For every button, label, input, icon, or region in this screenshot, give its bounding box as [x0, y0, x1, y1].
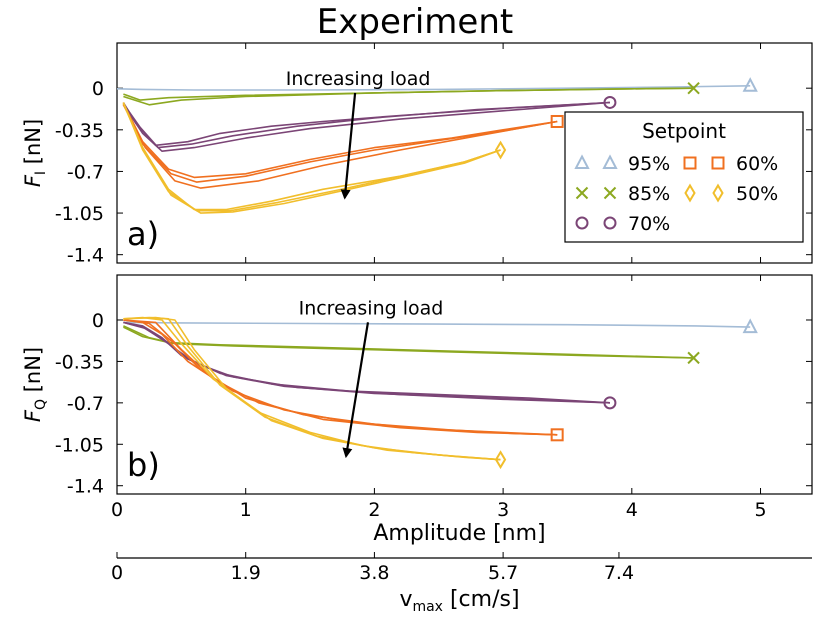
- panel-label: b): [127, 446, 160, 484]
- legend-marker-diamond: [712, 183, 724, 203]
- series-line: [123, 326, 694, 359]
- series-60pct: [122, 103, 564, 189]
- x-tick-label: 4: [626, 499, 638, 521]
- x2-tick-label: 3.8: [359, 562, 389, 584]
- annotation-label: Increasing load: [286, 68, 431, 90]
- y-tick-label: -0.35: [55, 351, 104, 373]
- legend-marker-square: [683, 156, 697, 170]
- load-arrow: [340, 92, 357, 200]
- series-70pct: [122, 95, 617, 152]
- y-tick-label: -1.4: [67, 245, 104, 267]
- x2-axis-label: vmax [cm/s]: [399, 587, 519, 615]
- legend-item-85pct: 85%: [575, 183, 670, 205]
- x-axis-amplitude: 0 1 2 3 4 5 Amplitude [nm]: [111, 499, 767, 546]
- panel-a: 0 -0.35 -0.7 -1.05 -1.4 FI [nN] Increasing loa…: [21, 42, 813, 267]
- series-line: [122, 103, 558, 179]
- series-line: [123, 319, 558, 436]
- legend-marker-triangle: [574, 154, 590, 169]
- legend-label: 70%: [628, 213, 670, 235]
- legend-label: 95%: [628, 153, 670, 175]
- panel-b: 0 -0.35 -0.7 -1.05 -1.4 FQ [nN] Increasing loa…: [21, 274, 813, 498]
- figure-title: Experiment: [316, 2, 514, 42]
- y-tick-label: -1.05: [55, 203, 104, 225]
- series-line: [122, 104, 558, 189]
- end-marker-circle: [603, 396, 617, 410]
- series-line: [123, 321, 751, 328]
- x2-tick-label: 1.9: [231, 562, 261, 584]
- end-marker-circle: [603, 95, 617, 109]
- series-60pct: [123, 319, 564, 442]
- series-line: [122, 102, 501, 211]
- x-axis-vmax: 0 1.9 3.8 5.7 7.4 vmax [cm/s]: [111, 552, 812, 615]
- series-95pct: [116, 77, 758, 92]
- legend-marker-circle: [603, 216, 617, 230]
- y-tick-label: -0.35: [55, 120, 104, 142]
- legend: Setpoint 95% 85% 70% 60% 50%: [564, 111, 804, 243]
- plot-frame: [116, 274, 813, 495]
- legend-item-50pct: 50%: [684, 183, 778, 205]
- end-marker-x: [687, 351, 700, 365]
- series-85pct: [123, 81, 700, 106]
- series-line: [123, 325, 694, 359]
- legend-marker-diamond: [684, 183, 696, 203]
- legend-title: Setpoint: [642, 119, 726, 143]
- legend-label: 85%: [628, 183, 670, 205]
- x2-tick-label: 0: [111, 562, 123, 584]
- y-tick-label: -0.7: [67, 161, 104, 183]
- x-axis-label: Amplitude [nm]: [373, 521, 545, 546]
- y-tick-label: -1.05: [55, 434, 104, 456]
- series-50pct: [122, 102, 507, 214]
- legend-marker-x: [603, 186, 617, 200]
- end-marker-diamond: [494, 140, 507, 160]
- legend-marker-square: [711, 156, 725, 170]
- legend-label: 50%: [736, 183, 778, 205]
- legend-item-60pct: 60%: [683, 153, 778, 175]
- series-95pct: [123, 318, 758, 334]
- series-50pct: [123, 316, 507, 470]
- series-line: [123, 319, 558, 436]
- annotation-label: Increasing load: [299, 297, 444, 319]
- x-tick-label: 1: [240, 499, 252, 521]
- legend-marker-circle: [575, 216, 589, 230]
- series-85pct: [123, 325, 700, 365]
- series-line: [122, 102, 501, 212]
- end-marker-diamond: [494, 450, 507, 470]
- x2-tick-label: 7.4: [604, 562, 634, 584]
- panel-label: a): [127, 215, 159, 253]
- series-line: [116, 85, 751, 91]
- series-line: [123, 87, 694, 106]
- x-tick-label: 0: [111, 499, 123, 521]
- x2-tick-label: 5.7: [488, 562, 518, 584]
- y-tick-label: 0: [92, 310, 104, 332]
- x-tick-label: 2: [368, 499, 380, 521]
- y-tick-label: -0.7: [67, 393, 104, 415]
- end-marker-x: [687, 81, 700, 95]
- legend-marker-triangle: [602, 154, 618, 169]
- series-line: [123, 319, 558, 436]
- y-axis-label: FQ [nN]: [21, 347, 49, 422]
- series-line: [122, 101, 610, 149]
- load-arrow: [342, 322, 370, 459]
- y-tick-label: 0: [92, 78, 104, 100]
- plot-frame: [116, 42, 813, 264]
- legend-item-95pct: 95%: [574, 153, 670, 175]
- series-line: [123, 321, 610, 404]
- legend-item-70pct: 70%: [575, 213, 670, 235]
- x-tick-label: 3: [497, 499, 509, 521]
- series-70pct: [123, 321, 617, 410]
- legend-label: 60%: [736, 153, 778, 175]
- end-marker-triangle: [742, 318, 758, 334]
- legend-marker-x: [575, 186, 589, 200]
- y-axis-label: FI [nN]: [21, 119, 49, 187]
- series-line: [123, 316, 501, 461]
- end-marker-square: [550, 428, 564, 442]
- y-tick-label: -1.4: [67, 476, 104, 498]
- end-marker-square: [550, 114, 564, 128]
- series-line: [122, 101, 610, 152]
- x-tick-label: 5: [754, 499, 766, 521]
- series-line: [122, 103, 558, 183]
- end-marker-triangle: [742, 77, 758, 92]
